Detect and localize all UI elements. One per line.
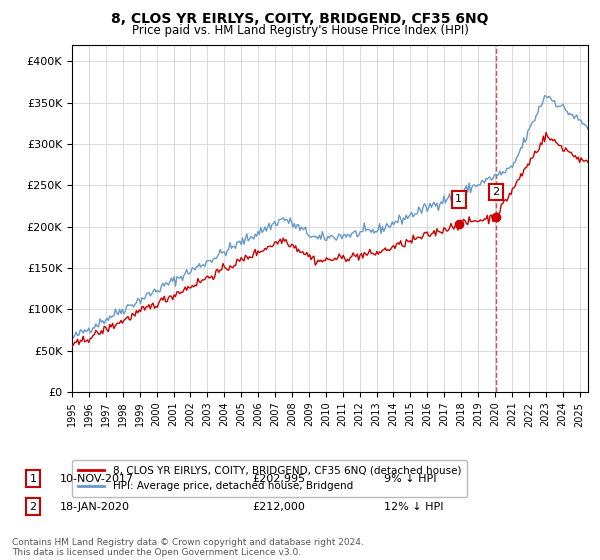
Text: 2: 2 xyxy=(492,187,499,197)
Text: 9% ↓ HPI: 9% ↓ HPI xyxy=(384,474,437,484)
Text: 8, CLOS YR EIRLYS, COITY, BRIDGEND, CF35 6NQ: 8, CLOS YR EIRLYS, COITY, BRIDGEND, CF35… xyxy=(111,12,489,26)
Text: 2: 2 xyxy=(29,502,37,512)
Text: £202,995: £202,995 xyxy=(252,474,305,484)
Text: 10-NOV-2017: 10-NOV-2017 xyxy=(60,474,134,484)
Text: £212,000: £212,000 xyxy=(252,502,305,512)
Text: 18-JAN-2020: 18-JAN-2020 xyxy=(60,502,130,512)
Text: Price paid vs. HM Land Registry's House Price Index (HPI): Price paid vs. HM Land Registry's House … xyxy=(131,24,469,36)
Text: 1: 1 xyxy=(29,474,37,484)
Text: 12% ↓ HPI: 12% ↓ HPI xyxy=(384,502,443,512)
Legend: 8, CLOS YR EIRLYS, COITY, BRIDGEND, CF35 6NQ (detached house), HPI: Average pric: 8, CLOS YR EIRLYS, COITY, BRIDGEND, CF35… xyxy=(72,460,467,497)
Text: Contains HM Land Registry data © Crown copyright and database right 2024.
This d: Contains HM Land Registry data © Crown c… xyxy=(12,538,364,557)
Text: 1: 1 xyxy=(455,194,462,204)
